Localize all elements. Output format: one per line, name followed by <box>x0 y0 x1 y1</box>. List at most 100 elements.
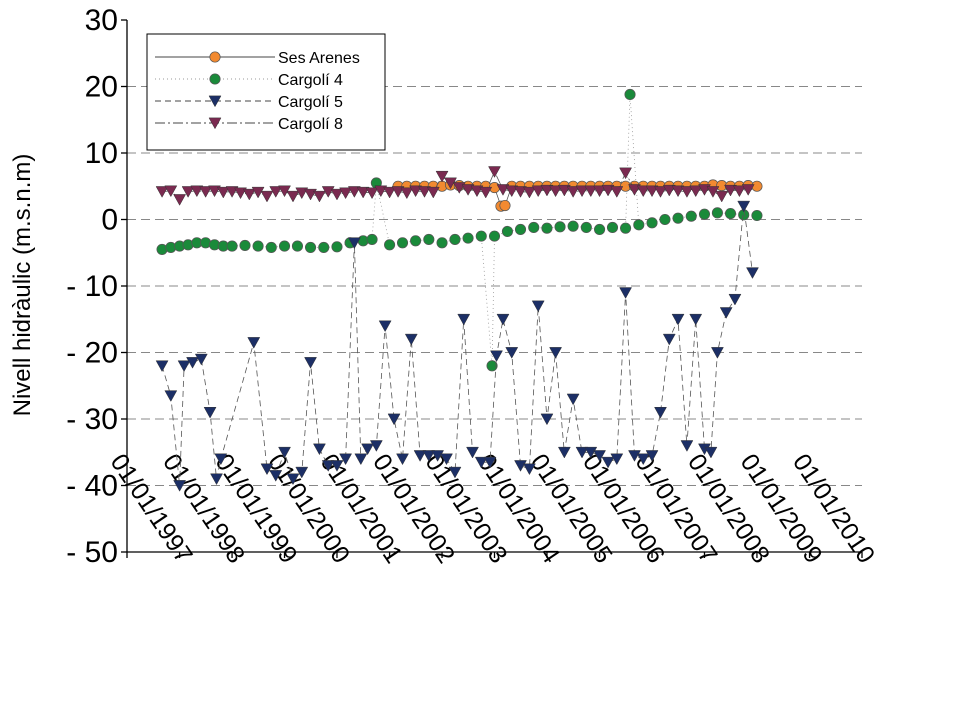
y-tick-label: - 10 <box>66 270 118 303</box>
data-point-cargol-4 <box>226 240 238 252</box>
data-point-cargol-8 <box>575 185 589 198</box>
data-point-cargol-8 <box>435 170 449 183</box>
series-line-cargol-5 <box>161 206 753 486</box>
data-point-cargol-8 <box>522 186 536 199</box>
data-point-cargol-4 <box>239 239 251 251</box>
data-point-cargol-5 <box>483 456 497 469</box>
data-point-cargol-8 <box>418 186 431 198</box>
y-tick-label: - 50 <box>66 536 118 569</box>
data-point-cargol-4 <box>672 212 684 224</box>
data-point-cargol-8 <box>531 185 545 198</box>
data-point-cargol-5 <box>210 473 223 486</box>
data-point-cargol-8 <box>724 184 737 197</box>
data-point-cargol-4 <box>384 239 396 251</box>
data-point-cargol-5 <box>540 413 554 426</box>
data-point-cargol-4 <box>580 221 592 234</box>
data-point-cargol-5 <box>347 237 361 249</box>
y-tick-label: - 30 <box>66 403 118 436</box>
data-point-cargol-8 <box>383 186 397 199</box>
data-point-cargol-5 <box>746 267 759 279</box>
y-tick-label: 20 <box>85 71 118 104</box>
data-point-cargol-5 <box>490 350 503 363</box>
data-point-cargol-5 <box>645 450 659 462</box>
data-point-cargol-5 <box>186 357 199 369</box>
data-point-cargol-5 <box>610 453 624 466</box>
data-point-cargol-5 <box>474 456 488 469</box>
data-point-cargol-8 <box>356 186 370 199</box>
data-point-cargol-5 <box>710 347 724 359</box>
data-point-cargol-4 <box>318 241 330 253</box>
data-point-cargol-5 <box>339 453 353 466</box>
data-point-cargol-4 <box>646 217 658 229</box>
data-point-cargol-4 <box>594 223 606 236</box>
data-point-cargol-8 <box>199 186 213 198</box>
data-point-cargol-8 <box>155 186 169 198</box>
legend-marker-cargol-5 <box>208 95 222 108</box>
data-point-cargol-5 <box>269 470 283 482</box>
data-point-cargol-5 <box>457 313 471 326</box>
data-point-cargol-8 <box>549 185 563 198</box>
data-point-cargol-5 <box>505 347 519 359</box>
data-point-cargol-5 <box>369 440 383 452</box>
data-point-cargol-8 <box>400 187 414 200</box>
data-point-cargol-5 <box>177 360 191 373</box>
data-point-cargol-5 <box>413 450 427 462</box>
data-point-cargol-5 <box>566 393 580 406</box>
data-point-cargol-5 <box>321 460 335 472</box>
data-point-cargol-4 <box>396 237 409 249</box>
data-point-cargol-5 <box>689 313 703 326</box>
data-point-cargol-8 <box>715 190 729 203</box>
data-point-cargol-8 <box>741 184 755 196</box>
data-point-cargol-5 <box>194 353 208 366</box>
data-point-cargol-5 <box>522 463 536 476</box>
data-point-cargol-4 <box>606 221 619 234</box>
data-point-cargol-5 <box>619 287 633 299</box>
data-point-cargol-5 <box>431 450 445 462</box>
data-point-cargol-8 <box>391 186 405 198</box>
y-tick-label: - 40 <box>66 470 118 503</box>
data-point-cargol-4 <box>620 222 632 234</box>
data-point-cargol-4 <box>475 230 487 242</box>
data-point-cargol-8 <box>645 185 659 198</box>
data-point-cargol-8 <box>295 187 309 200</box>
data-point-cargol-8 <box>566 186 580 198</box>
data-point-cargol-5 <box>378 320 392 333</box>
data-point-cargol-5 <box>440 453 453 466</box>
data-point-cargol-4 <box>252 240 264 252</box>
data-point-cargol-8 <box>365 187 379 200</box>
data-point-cargol-8 <box>628 184 641 196</box>
data-point-cargol-5 <box>278 446 291 459</box>
series-line-cargol-4 <box>162 94 757 366</box>
legend-label-cargol-5: Cargolí 5 <box>278 94 343 111</box>
data-point-cargol-8 <box>251 186 265 199</box>
data-point-cargol-5 <box>514 460 527 472</box>
y-tick-label: 30 <box>85 4 118 37</box>
data-point-cargol-8 <box>671 185 685 198</box>
data-point-cargol-8 <box>514 186 527 198</box>
data-point-cargol-8 <box>540 184 554 197</box>
data-point-cargol-5 <box>680 440 694 452</box>
data-point-cargol-4 <box>462 232 474 244</box>
data-point-cargol-8 <box>557 184 571 197</box>
data-point-cargol-5 <box>155 360 169 373</box>
data-point-cargol-8 <box>269 186 283 198</box>
data-point-cargol-5 <box>387 413 401 426</box>
data-point-cargol-5 <box>496 313 510 326</box>
data-point-cargol-5 <box>466 446 479 459</box>
data-point-cargol-5 <box>313 443 326 456</box>
data-point-cargol-4 <box>698 208 711 220</box>
legend: Ses Arenes Cargolí 4 Cargolí 5 Cargolí 8 <box>146 33 386 151</box>
legend-marker-ses-arenes <box>209 51 221 63</box>
data-point-cargol-8 <box>680 186 694 198</box>
data-point-cargol-4 <box>291 240 304 252</box>
data-point-cargol-8 <box>662 184 676 197</box>
data-point-cargol-5 <box>295 466 309 479</box>
data-point-cargol-4 <box>436 237 448 249</box>
data-point-cargol-5 <box>575 446 589 459</box>
data-point-cargol-5 <box>260 463 274 476</box>
data-point-cargol-5 <box>737 200 751 213</box>
data-point-cargol-5 <box>422 450 436 462</box>
data-point-cargol-8 <box>584 185 598 198</box>
data-point-cargol-5 <box>654 407 667 419</box>
data-point-cargol-8 <box>164 185 178 198</box>
